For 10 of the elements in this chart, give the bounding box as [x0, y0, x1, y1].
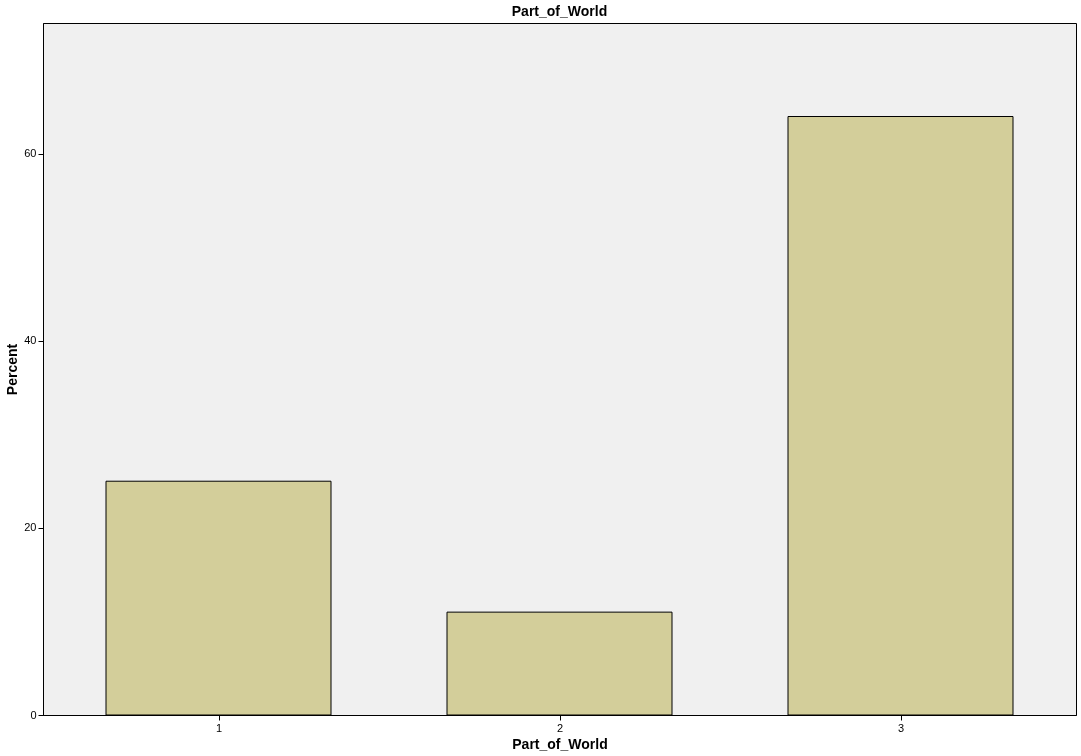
x-tick-label: 3: [897, 721, 905, 734]
y-tick-label: 20: [24, 521, 37, 534]
x-axis-title: Part_of_World: [512, 735, 608, 752]
x-tick-label: 1: [215, 721, 223, 734]
y-tick-label: 0: [30, 708, 37, 721]
y-axis-title: Percent: [4, 343, 21, 396]
x-tick-label: 2: [556, 721, 564, 734]
y-tick-label: 60: [24, 147, 37, 160]
chart-title: Part_of_World: [511, 3, 608, 19]
y-tick-label: 40: [24, 334, 37, 347]
